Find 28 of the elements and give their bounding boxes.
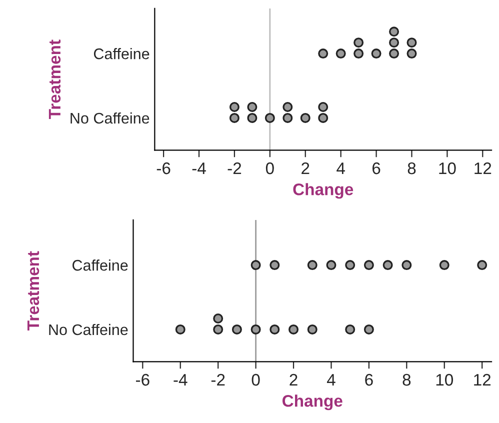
y-axis-title: Treatment	[27, 251, 40, 330]
x-tick-label: -4	[174, 374, 188, 386]
x-tick-label: 0	[266, 162, 274, 174]
y-tick-label: No Caffeine	[70, 112, 150, 124]
x-tick-label: 2	[302, 162, 310, 174]
x-tick-label: 10	[439, 162, 456, 174]
x-tick-label: 8	[408, 162, 416, 174]
x-tick-label: -6	[136, 374, 150, 386]
x-tick-label: 8	[402, 374, 411, 386]
x-tick-label: 12	[474, 162, 492, 174]
x-tick-label: 6	[372, 162, 380, 174]
x-tick-label: 2	[290, 374, 298, 386]
x-tick-label: 4	[336, 162, 345, 174]
x-tick-label: 6	[365, 374, 373, 386]
x-tick-label: 0	[252, 374, 260, 386]
x-tick-label: -2	[228, 162, 242, 174]
y-tick-label: Caffeine	[94, 48, 150, 60]
x-tick-label: 12	[474, 374, 491, 386]
x-tick-label: -2	[211, 374, 225, 386]
x-tick-label: 10	[436, 374, 453, 386]
x-tick-label: 4	[326, 374, 336, 386]
x-tick-label: -6	[156, 162, 170, 174]
x-axis-title: Change	[293, 183, 354, 199]
x-tick-label: -4	[192, 162, 206, 174]
y-tick-label: Caffeine	[72, 260, 128, 271]
x-axis-title: Change	[282, 394, 342, 410]
y-tick-label: No Caffeine	[49, 324, 128, 336]
y-axis-title: Treatment	[48, 40, 61, 119]
